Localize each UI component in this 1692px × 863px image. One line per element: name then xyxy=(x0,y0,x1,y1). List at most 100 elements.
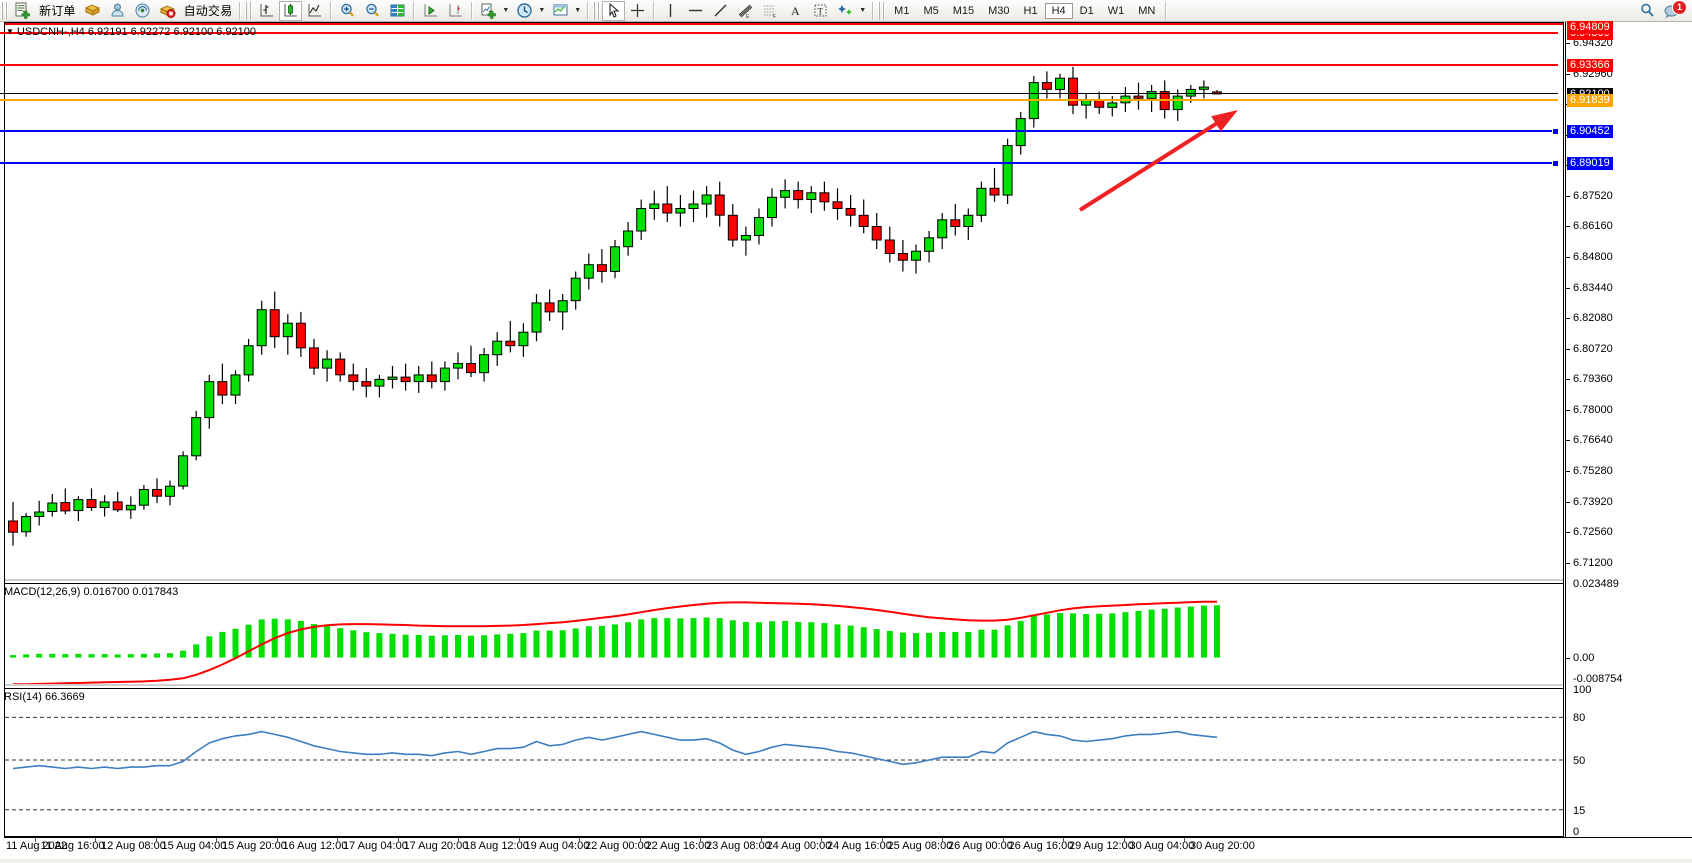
wallet-icon[interactable] xyxy=(80,1,105,21)
level-line-anchor[interactable] xyxy=(1552,127,1559,135)
zoom-in-icon[interactable] xyxy=(335,1,360,21)
price-tick: 6.83440 xyxy=(1566,282,1613,294)
time-tick-mark xyxy=(1184,838,1185,842)
signals-icon[interactable] xyxy=(130,1,155,21)
text-icon[interactable]: A xyxy=(783,1,808,21)
toolbar-grip-3[interactable] xyxy=(593,1,601,20)
svg-text:E: E xyxy=(746,14,750,19)
toolbar-grip-2[interactable] xyxy=(245,1,253,20)
timeframe-m15[interactable]: M15 xyxy=(952,4,975,17)
timeframe-d1[interactable]: D1 xyxy=(1079,4,1094,17)
new-order-label[interactable]: 新订单 xyxy=(39,4,76,18)
shapes-icon[interactable] xyxy=(833,1,858,21)
price-tick: 6.87520 xyxy=(1566,190,1613,202)
time-tick-mark xyxy=(95,838,96,842)
timeframe-h1[interactable]: H1 xyxy=(1023,4,1038,17)
macd-indicator-label: MACD(12,26,9) 0.016700 0.017843 xyxy=(4,586,179,598)
level-line-resistance[interactable] xyxy=(0,64,1558,67)
macd-pane[interactable] xyxy=(5,583,1563,686)
time-scale[interactable]: 11 Aug 2022 11 Aug 16:00 12 Aug 08:00 15 Au… xyxy=(4,837,1692,859)
hline-icon[interactable] xyxy=(683,1,708,21)
svg-text:F: F xyxy=(773,14,776,19)
price-tick: 6.82080 xyxy=(1566,312,1613,324)
chart-window[interactable]: ▼ USDCNH-,H4 6.92191 6.92272 6.92100 6.9… xyxy=(0,21,1692,863)
price-tick: 6.79360 xyxy=(1566,373,1613,385)
toolbar-divider-8 xyxy=(1165,1,1168,20)
level-line-support[interactable] xyxy=(0,162,1558,165)
fibonacci-icon[interactable]: F xyxy=(758,1,783,21)
price-tick: 6.78000 xyxy=(1566,404,1613,416)
cursor-icon[interactable] xyxy=(602,0,626,21)
templates-dropdown-caret[interactable]: ▼ xyxy=(574,7,582,14)
vline-icon[interactable] xyxy=(658,1,683,21)
label-icon[interactable]: T xyxy=(808,1,833,21)
timeframe-w1[interactable]: W1 xyxy=(1107,4,1125,17)
price-pane[interactable] xyxy=(5,26,1563,579)
level-line-support[interactable] xyxy=(0,129,1558,132)
time-tick-mark xyxy=(397,838,399,842)
templates-icon[interactable] xyxy=(548,1,573,21)
zoom-out-icon[interactable] xyxy=(360,1,385,21)
price-tick: 6.84800 xyxy=(1566,251,1613,263)
line-chart-icon[interactable] xyxy=(302,1,327,21)
timeframe-m5[interactable]: M5 xyxy=(923,4,939,17)
level-line-resistance[interactable] xyxy=(0,31,1558,34)
level-line-anchor[interactable] xyxy=(1552,160,1559,168)
time-tick-mark xyxy=(458,838,459,842)
price-tick: 6.86160 xyxy=(1566,220,1613,232)
pane-splitter-rsi[interactable] xyxy=(5,684,1563,686)
price-scale[interactable]: 6.943206.929606.916006.902406.888806.875… xyxy=(1565,21,1692,838)
timeframe-h4[interactable]: H4 xyxy=(1044,2,1073,19)
price-label-top[interactable]: 6.94809 xyxy=(1567,21,1613,34)
main-toolbar: 新订单 自动交易 ▼ ▼ xyxy=(0,0,1692,22)
candlestick-plot xyxy=(8,66,1222,546)
rsi-pane[interactable] xyxy=(5,688,1563,832)
auto-scroll-icon[interactable] xyxy=(418,1,443,21)
macd-plot xyxy=(10,600,1220,685)
new-order-icon[interactable] xyxy=(10,1,35,21)
chart-symbol-header[interactable]: ▼ USDCNH-,H4 6.92191 6.92272 6.92100 6.9… xyxy=(6,26,256,38)
timeframe-mn[interactable]: MN xyxy=(1138,4,1156,17)
time-tick-mark xyxy=(216,838,217,842)
time-tick-mark xyxy=(1063,838,1064,842)
autotrading-icon[interactable] xyxy=(155,1,180,21)
autotrading-label[interactable]: 自动交易 xyxy=(183,4,233,18)
rsi-plot xyxy=(5,716,1563,811)
toolbar-grip[interactable] xyxy=(1,1,8,20)
time-tick-mark xyxy=(881,838,883,842)
indicators-icon[interactable] xyxy=(476,1,501,21)
rsi-indicator-label: RSI(14) 66.3669 xyxy=(4,691,85,703)
period-icon[interactable] xyxy=(512,1,537,21)
candlestick-chart-icon[interactable] xyxy=(279,0,303,21)
level-line-pivot[interactable] xyxy=(0,98,1558,101)
period-dropdown-caret[interactable]: ▼ xyxy=(538,7,546,14)
rsi-tick: 15 xyxy=(1573,804,1586,817)
chart-collapse-icon[interactable]: ▼ xyxy=(6,27,14,36)
timeframe-m30[interactable]: M30 xyxy=(988,4,1010,17)
bar-chart-icon[interactable] xyxy=(254,1,279,21)
channel-icon[interactable]: E xyxy=(733,1,758,21)
toolbar-grip-4[interactable] xyxy=(878,1,886,20)
rsi-tick: 50 xyxy=(1573,755,1586,767)
toolbar-divider-6 xyxy=(653,1,656,20)
chart-shift-icon[interactable] xyxy=(443,1,468,21)
price-label-support[interactable]: 6.89019 xyxy=(1567,157,1613,171)
alerts-icon[interactable]: 1 xyxy=(1660,0,1687,20)
price-label-support[interactable]: 6.90452 xyxy=(1567,124,1613,138)
time-tick-mark xyxy=(155,838,157,842)
indicators-dropdown-caret[interactable]: ▼ xyxy=(502,7,510,14)
macd-tick: -0.008754 xyxy=(1573,673,1623,685)
data-window-icon[interactable] xyxy=(385,1,410,21)
level-line-last-price[interactable] xyxy=(0,92,1558,94)
pane-splitter-macd[interactable] xyxy=(5,579,1563,581)
profile-icon[interactable] xyxy=(105,1,130,21)
price-label-pivot[interactable]: 6.91839 xyxy=(1567,93,1613,107)
trendline-icon[interactable] xyxy=(708,1,733,21)
svg-text:A: A xyxy=(791,4,800,18)
crosshair-icon[interactable] xyxy=(625,1,650,21)
price-label-resistance[interactable]: 6.93366 xyxy=(1567,59,1613,73)
search-icon[interactable] xyxy=(1635,1,1660,21)
timeframe-m1[interactable]: M1 xyxy=(894,4,910,17)
price-tick: 6.73920 xyxy=(1566,496,1613,508)
shapes-dropdown-caret[interactable]: ▼ xyxy=(859,7,867,14)
